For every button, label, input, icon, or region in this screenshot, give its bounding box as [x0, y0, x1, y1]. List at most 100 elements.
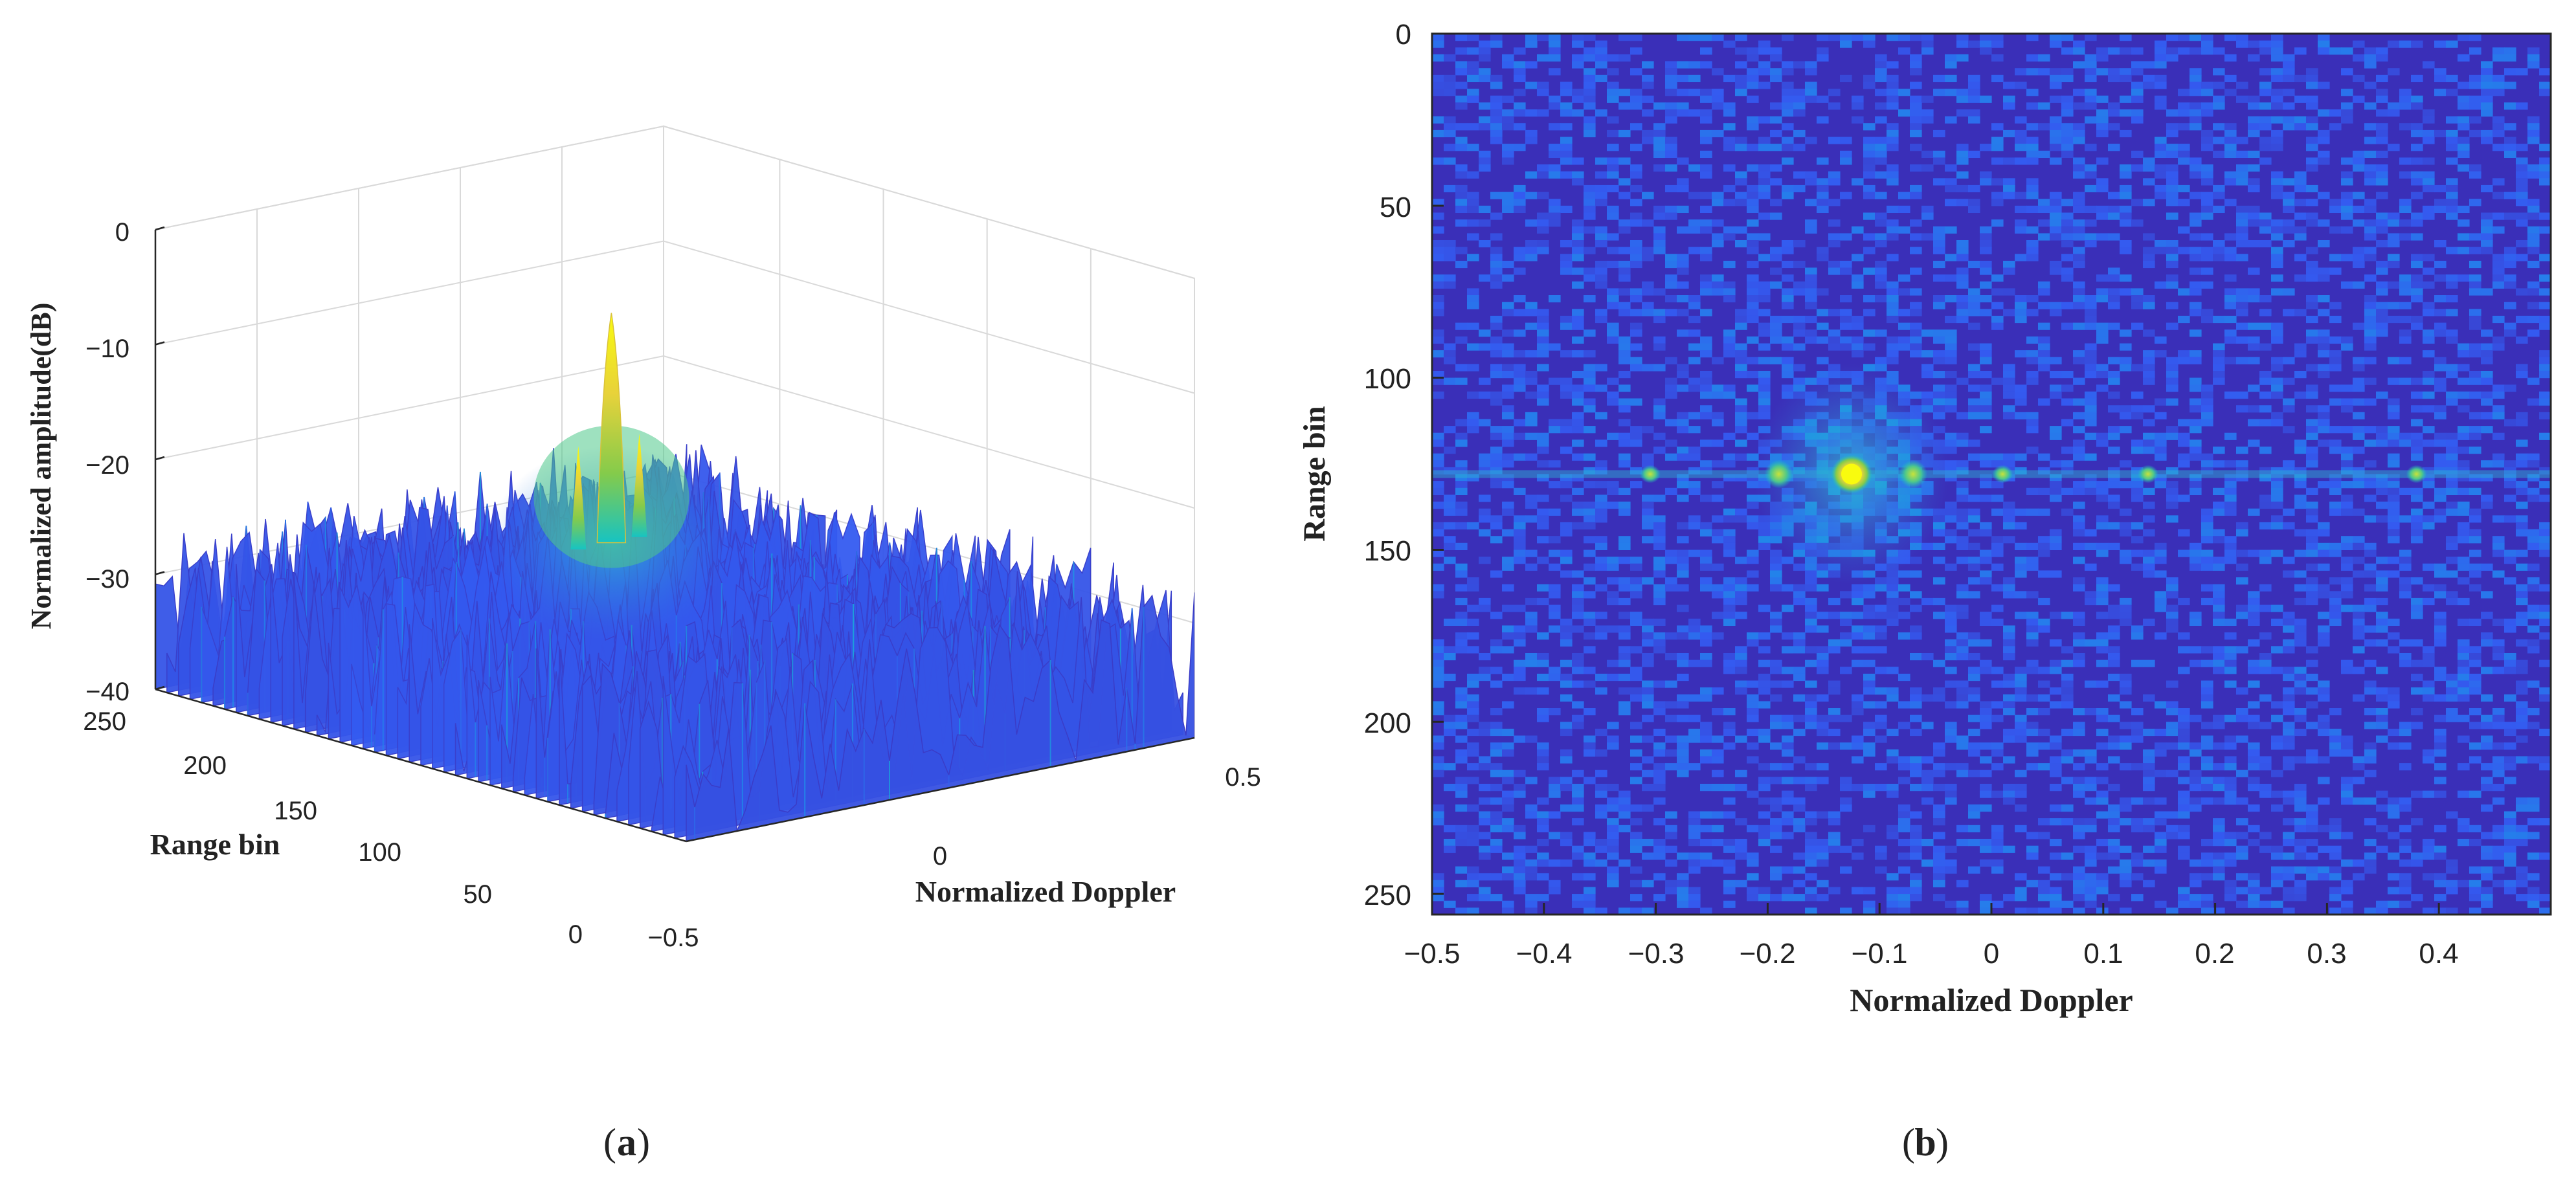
- b-heat-cell: [2003, 288, 2015, 295]
- b-heat-cell: [2259, 694, 2272, 702]
- b-heat-cell: [1572, 109, 1584, 116]
- b-heat-cell: [1980, 247, 1992, 254]
- b-heat-cell: [2376, 619, 2388, 626]
- b-heat-cell: [1618, 598, 1631, 605]
- b-heat-cell: [2423, 109, 2435, 116]
- b-heat-cell: [1933, 89, 1945, 96]
- b-heat-cell: [2085, 405, 2097, 412]
- b-heat-cell: [2458, 660, 2470, 667]
- b-heat-cell: [1887, 96, 1899, 103]
- b-heat-cell: [2236, 715, 2248, 722]
- b-heat-cell: [1735, 82, 1747, 89]
- b-heat-cell: [2131, 68, 2144, 75]
- b-heat-cell: [1455, 598, 1468, 605]
- b-heat-cell: [2120, 164, 2132, 172]
- b-heat-cell: [2061, 75, 2074, 82]
- b-heat-cell: [1432, 591, 1444, 598]
- b-heat-cell: [2166, 399, 2178, 406]
- b-heat-cell: [1595, 240, 1607, 247]
- b-heat-cell: [1887, 130, 1899, 137]
- b-heat-cell: [2201, 722, 2213, 729]
- b-heat-cell: [2318, 137, 2330, 144]
- b-heat-cell: [2539, 756, 2551, 763]
- b-heat-cell: [2248, 240, 2260, 247]
- b-heat-cell: [1991, 550, 2004, 557]
- b-heat-cell: [2248, 405, 2260, 412]
- b-heat-cell: [2492, 708, 2505, 715]
- b-heat-cell: [2061, 213, 2074, 220]
- b-heat-cell: [2026, 192, 2039, 199]
- b-heat-cell: [2061, 323, 2074, 330]
- b-heat-cell: [1956, 254, 1969, 261]
- b-heat-cell: [2283, 557, 2295, 564]
- b-heat-cell: [1828, 137, 1841, 144]
- b-heat-cell: [1875, 213, 1887, 220]
- b-heat-cell: [1560, 157, 1573, 164]
- b-heat-cell: [2411, 612, 2423, 619]
- b-heat-cell: [2120, 619, 2132, 626]
- b-heat-cell: [1595, 274, 1607, 282]
- b-heat-cell: [1618, 309, 1631, 316]
- b-heat-cell: [2201, 392, 2213, 399]
- b-heat-cell: [2015, 612, 2027, 619]
- b-heat-cell: [1723, 619, 1736, 626]
- b-heat-cell: [1455, 584, 1468, 592]
- b-heat-cell: [1490, 399, 1503, 406]
- b-heat-cell: [1490, 749, 1503, 757]
- b-heat-cell: [2120, 130, 2132, 137]
- b-heat-cell: [2224, 488, 2237, 495]
- b-heat-cell: [1945, 701, 1957, 708]
- b-heat-cell: [2481, 350, 2493, 357]
- b-heat-cell: [2294, 529, 2307, 537]
- b-heat-cell: [2026, 227, 2039, 234]
- b-heat-cell: [1432, 157, 1444, 164]
- b-heat-cell: [1956, 653, 1969, 660]
- b-heat-cell: [1653, 130, 1666, 137]
- b-heat-cell: [2236, 164, 2248, 172]
- b-heat-cell: [1921, 47, 1934, 54]
- b-heat-cell: [1490, 213, 1503, 220]
- b-heat-cell: [2364, 681, 2377, 688]
- b-heat-cell: [2329, 302, 2342, 309]
- b-heat-cell: [2190, 488, 2202, 495]
- b-heat-cell: [2434, 75, 2447, 82]
- b-heat-cell: [2085, 302, 2097, 309]
- b-heat-cell: [1630, 102, 1642, 109]
- b-heat-cell: [2248, 268, 2260, 275]
- b-heat-cell: [1677, 584, 1689, 592]
- b-heat-cell: [1455, 619, 1468, 626]
- b-heat-cell: [2073, 529, 2085, 537]
- b-heat-cell: [2038, 54, 2050, 61]
- b-heat-cell: [2155, 82, 2167, 89]
- b-heat-cell: [1910, 185, 1922, 192]
- b-heat-cell: [1432, 41, 1444, 48]
- b-heat-cell: [2376, 240, 2388, 247]
- b-heat-cell: [2120, 509, 2132, 516]
- b-heat-cell: [1700, 749, 1712, 757]
- b-heat-cell: [2516, 639, 2528, 647]
- b-heat-cell: [1968, 116, 1980, 124]
- b-heat-cell: [1432, 282, 1444, 289]
- b-heat-cell: [2446, 687, 2458, 694]
- b-heat-cell: [2259, 378, 2272, 385]
- b-heat-cell: [2026, 240, 2039, 247]
- b-heat-cell: [1700, 660, 1712, 667]
- b-heat-cell: [1560, 206, 1573, 213]
- b-heat-cell: [1467, 206, 1479, 213]
- b-heat-cell: [2166, 577, 2178, 584]
- b-heat-cell: [2399, 653, 2412, 660]
- b-heat-cell: [1770, 357, 1782, 364]
- b-heat-cell: [1933, 557, 1945, 564]
- b-heat-cell: [2376, 309, 2388, 316]
- b-heat-cell: [2318, 130, 2330, 137]
- b-heat-cell: [1956, 736, 1969, 743]
- b-heat-cell: [2481, 460, 2493, 467]
- b-heat-cell: [1723, 295, 1736, 302]
- b-heat-cell: [1980, 295, 1992, 302]
- b-heat-cell: [2026, 742, 2039, 749]
- b-heat-cell: [2481, 68, 2493, 75]
- b-heat-cell: [1688, 227, 1701, 234]
- b-heat-cell: [2458, 123, 2470, 130]
- b-heat-cell: [1817, 116, 1829, 124]
- b-heat-cell: [1758, 178, 1771, 185]
